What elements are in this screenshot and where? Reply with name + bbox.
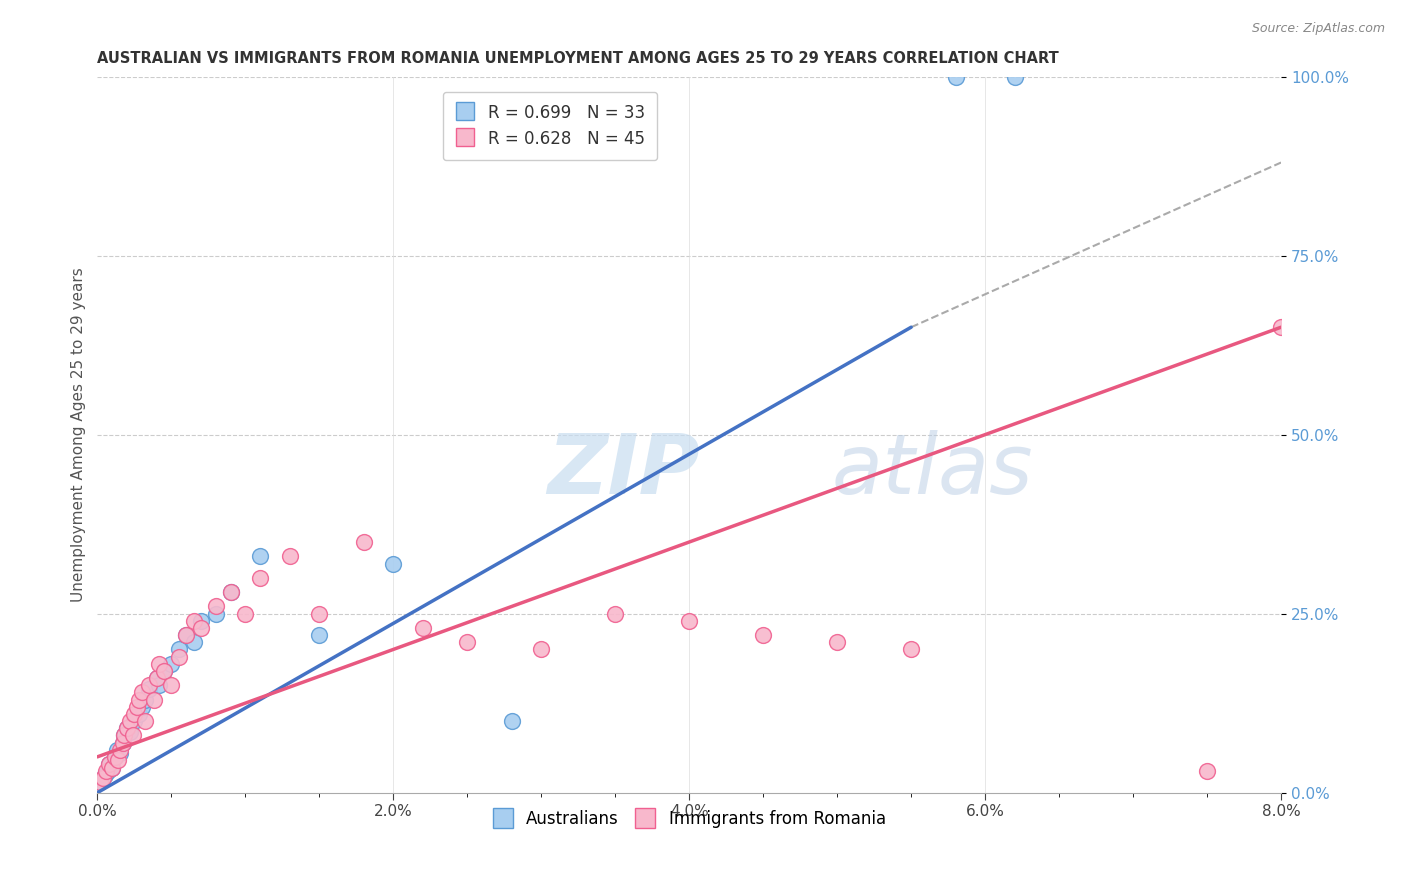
Point <box>89 775 111 789</box>
Text: AUSTRALIAN VS IMMIGRANTS FROM ROMANIA UNEMPLOYMENT AMONG AGES 25 TO 29 YEARS COR: AUSTRALIAN VS IMMIGRANTS FROM ROMANIA UN… <box>97 51 1059 66</box>
Point <box>148 657 170 671</box>
Point <box>138 681 160 696</box>
Point <box>249 571 271 585</box>
Point <box>131 685 153 699</box>
Point <box>233 607 256 621</box>
Point <box>752 628 775 642</box>
Point <box>111 735 134 749</box>
Point <box>190 621 212 635</box>
Point <box>308 607 330 621</box>
Point <box>605 607 627 621</box>
Point <box>945 70 967 84</box>
Point <box>98 757 121 772</box>
Point <box>174 628 197 642</box>
Point <box>131 699 153 714</box>
Point <box>112 728 135 742</box>
Point <box>115 721 138 735</box>
Point <box>118 724 141 739</box>
Text: ZIP: ZIP <box>547 430 700 511</box>
Point <box>219 585 242 599</box>
Point <box>1270 320 1292 334</box>
Point <box>107 754 129 768</box>
Point <box>97 764 120 779</box>
Point <box>118 714 141 728</box>
Text: Source: ZipAtlas.com: Source: ZipAtlas.com <box>1251 22 1385 36</box>
Point <box>89 775 111 789</box>
Point <box>900 642 922 657</box>
Point <box>501 714 523 728</box>
Legend: Australians, Immigrants from Romania: Australians, Immigrants from Romania <box>486 803 893 834</box>
Point <box>204 599 226 614</box>
Text: atlas: atlas <box>831 430 1033 511</box>
Point <box>115 721 138 735</box>
Point <box>174 628 197 642</box>
Point <box>145 671 167 685</box>
Point <box>1004 70 1026 84</box>
Point <box>96 764 118 779</box>
Point <box>134 692 156 706</box>
Point <box>219 585 242 599</box>
Point <box>153 664 176 678</box>
Point <box>124 714 146 728</box>
Point <box>145 671 167 685</box>
Point <box>190 614 212 628</box>
Point <box>456 635 478 649</box>
Point <box>183 614 205 628</box>
Y-axis label: Unemployment Among Ages 25 to 29 years: Unemployment Among Ages 25 to 29 years <box>72 268 86 602</box>
Point <box>98 757 121 772</box>
Point <box>353 535 375 549</box>
Point <box>128 706 150 721</box>
Point <box>142 692 165 706</box>
Point <box>108 742 131 756</box>
Point <box>105 742 128 756</box>
Point <box>101 761 124 775</box>
Point <box>104 749 127 764</box>
Point <box>678 614 700 628</box>
Point <box>104 749 127 764</box>
Point <box>1197 764 1219 779</box>
Point <box>167 649 190 664</box>
Point <box>138 678 160 692</box>
Point <box>111 735 134 749</box>
Point <box>183 635 205 649</box>
Point <box>128 692 150 706</box>
Point <box>101 761 124 775</box>
Point <box>167 642 190 657</box>
Point <box>382 557 405 571</box>
Point <box>94 768 117 782</box>
Point <box>249 549 271 564</box>
Point <box>278 549 301 564</box>
Point <box>148 678 170 692</box>
Point <box>112 728 135 742</box>
Point <box>204 607 226 621</box>
Point <box>412 621 434 635</box>
Point <box>308 628 330 642</box>
Point <box>121 728 143 742</box>
Point <box>124 706 146 721</box>
Point <box>153 664 176 678</box>
Point <box>530 642 553 657</box>
Point <box>108 746 131 760</box>
Point <box>825 635 848 649</box>
Point <box>160 678 183 692</box>
Point <box>160 657 183 671</box>
Point <box>127 699 149 714</box>
Point <box>134 714 156 728</box>
Point <box>91 772 114 786</box>
